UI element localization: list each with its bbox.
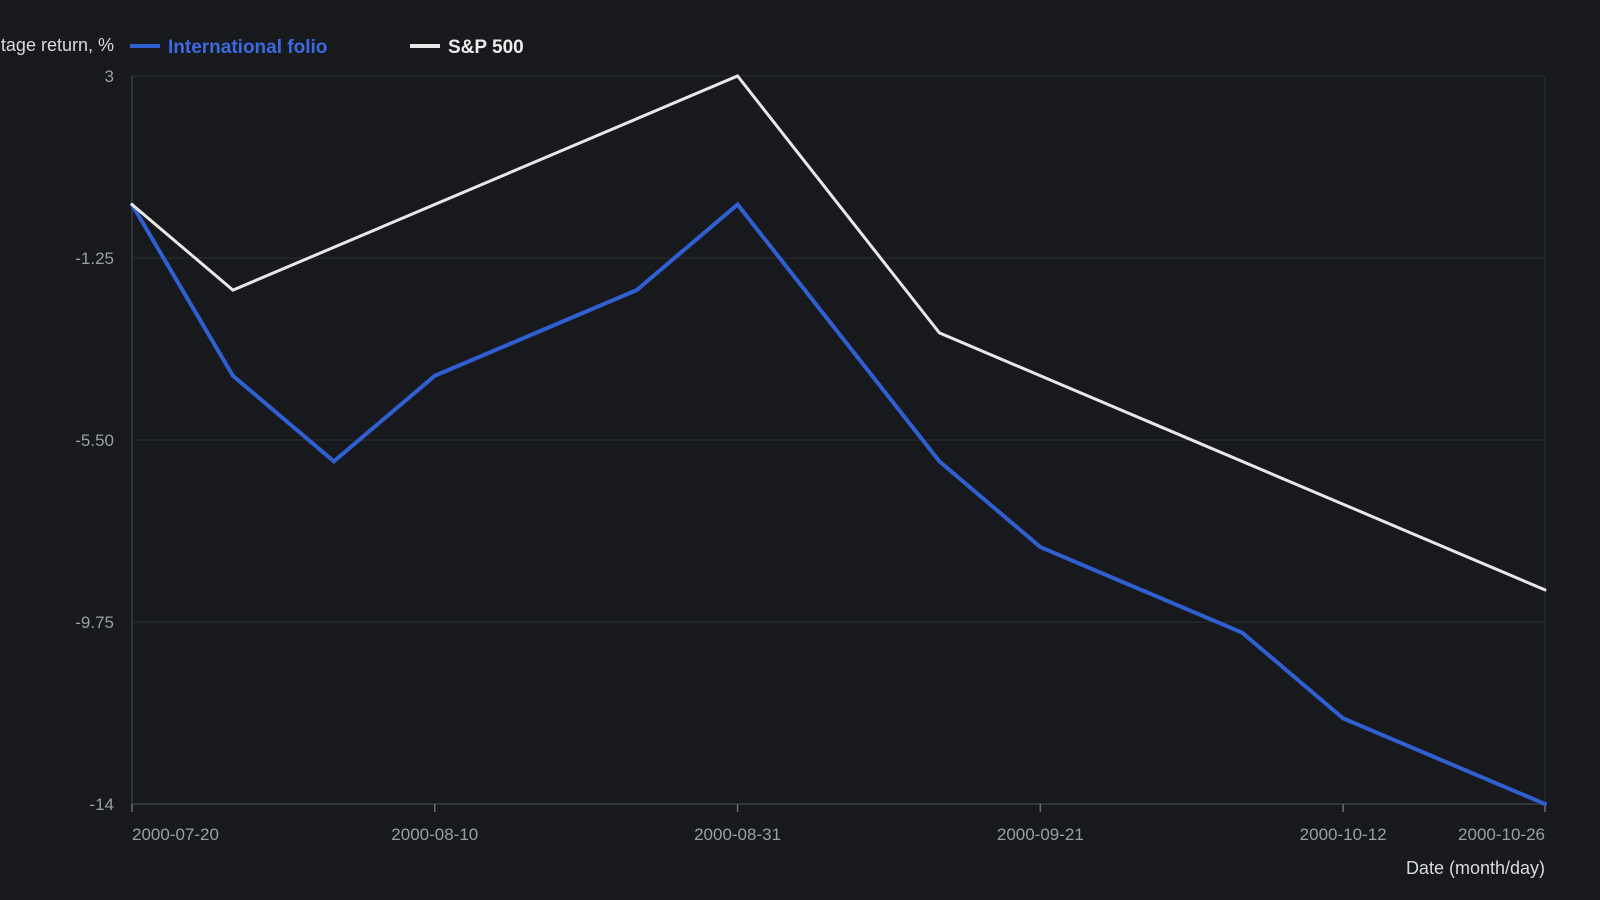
grid-lines (131, 75, 1546, 805)
series-line-sp500 (130, 74, 1547, 592)
x-tick-label: 2000-08-10 (391, 825, 478, 844)
legend-label: S&P 500 (448, 37, 524, 58)
y-tick-label: -5.50 (75, 431, 114, 450)
x-tick-label: 2000-10-26 (1458, 825, 1545, 844)
legend-item: International folio (130, 37, 327, 58)
x-axis-title: Date (month/day) (1406, 858, 1545, 878)
series-line-international-folio (130, 201, 1547, 806)
legend-item: S&P 500 (410, 37, 524, 58)
x-tick-label: 2000-07-20 (132, 825, 219, 844)
y-tick-label: 3 (105, 67, 114, 86)
legend-label: International folio (168, 37, 327, 58)
y-tick-label: -1.25 (75, 249, 114, 268)
x-tick-label: 2000-09-21 (997, 825, 1084, 844)
legend: International folio S&P 500 (130, 37, 524, 58)
y-tick-label: -14 (89, 795, 114, 814)
x-tick-label: 2000-08-31 (694, 825, 781, 844)
series-lines (130, 74, 1547, 806)
y-tick-label: -9.75 (75, 613, 114, 632)
x-axis-ticks: 2000-07-20 2000-08-10 2000-08-31 2000-09-21… (131, 804, 1546, 844)
x-tick-label: 2000-10-12 (1300, 825, 1387, 844)
y-axis-ticks: 3 -1.25 -5.50 -9.75 -14 (75, 67, 114, 814)
y-axis-title: Percentage return, % (0, 35, 114, 55)
